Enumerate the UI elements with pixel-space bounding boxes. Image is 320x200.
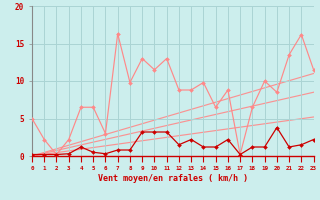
X-axis label: Vent moyen/en rafales ( km/h ): Vent moyen/en rafales ( km/h ) [98, 174, 248, 183]
